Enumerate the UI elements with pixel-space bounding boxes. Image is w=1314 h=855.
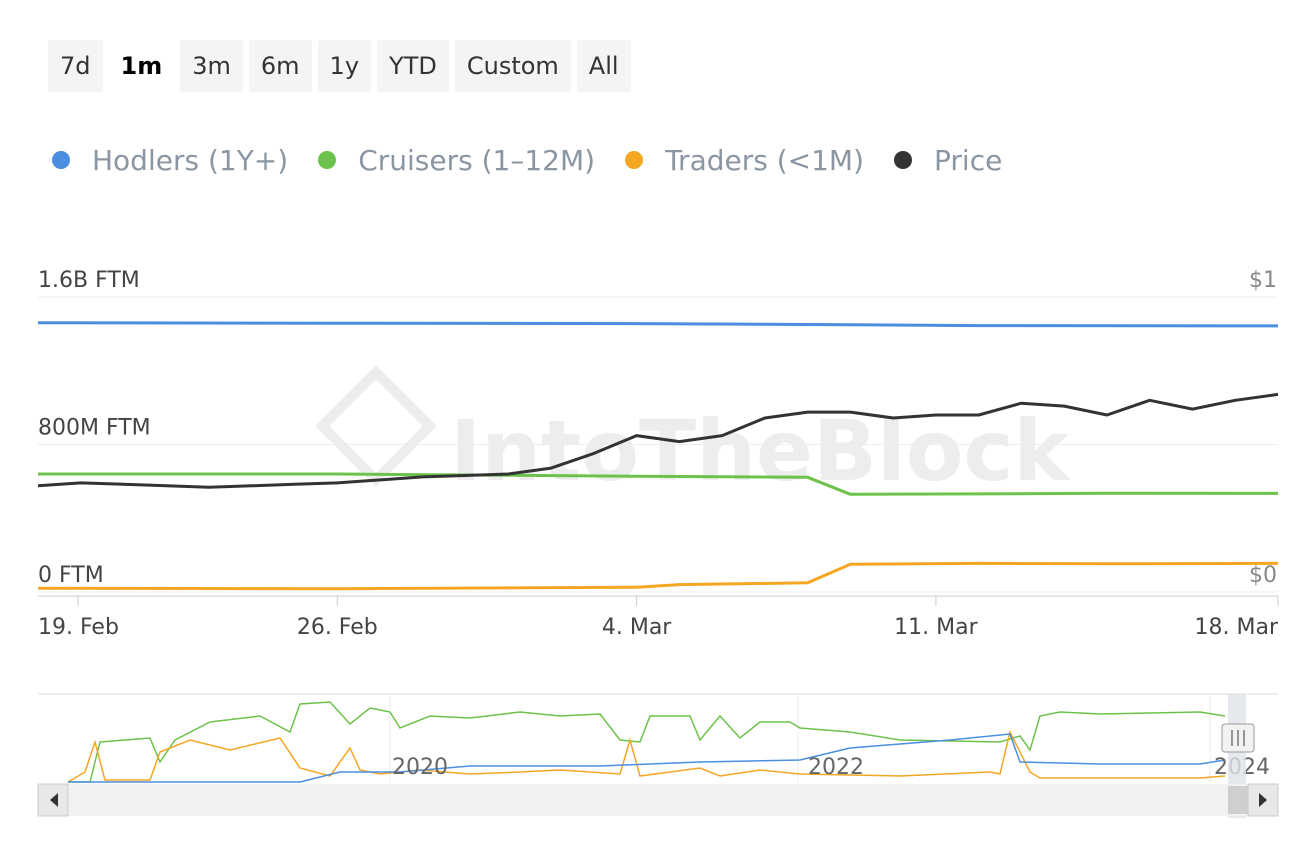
navigator-year-label: 2022 xyxy=(808,755,864,780)
legend-item-traders[interactable]: Traders (<1M) xyxy=(625,144,864,177)
legend-label-traders: Traders (<1M) xyxy=(665,143,865,177)
x-axis-tick-label: 18. Mar xyxy=(1195,615,1279,640)
navigator-line-traders xyxy=(67,729,1226,783)
navigator-handle[interactable] xyxy=(1221,723,1255,753)
x-axis-tick-label: 4. Mar xyxy=(602,615,672,640)
navigator-line-hodlers xyxy=(68,733,1226,783)
legend-label-cruisers: Cruisers (1–12M) xyxy=(358,143,596,177)
legend-marker-traders xyxy=(625,151,644,169)
scrollbar-track xyxy=(38,784,1278,816)
navigator-line-cruisers xyxy=(68,701,1226,783)
scroll-left-button[interactable] xyxy=(37,783,69,817)
y-axis-right-tick: $1 xyxy=(1249,268,1277,293)
y-axis-left-tick: 1.6B FTM xyxy=(38,268,140,293)
scroll-right-button[interactable] xyxy=(1247,783,1279,817)
legend-item-hodlers[interactable]: Hodlers (1Y+) xyxy=(52,144,288,177)
range-button-1m[interactable]: 1m xyxy=(108,40,175,92)
legend-marker-price xyxy=(894,151,913,169)
chart-legend: Hodlers (1Y+) Cruisers (1–12M) Traders (… xyxy=(52,138,1032,182)
range-button-7d[interactable]: 7d xyxy=(48,40,103,92)
watermark-text: IntoTheBlock xyxy=(450,402,1071,500)
legend-marker-hodlers xyxy=(52,151,70,169)
range-button-6m[interactable]: 6m xyxy=(248,40,312,92)
range-button-3m[interactable]: 3m xyxy=(180,40,243,92)
legend-label-hodlers: Hodlers (1Y+) xyxy=(92,143,289,177)
x-axis-tick-label: 11. Mar xyxy=(894,615,978,640)
series-line-traders xyxy=(37,561,1279,591)
chevron-right-icon xyxy=(1259,793,1267,807)
x-axis-tick-label: 19. Feb xyxy=(38,615,119,640)
y-axis-left-tick: 800M FTM xyxy=(38,416,151,441)
legend-item-price[interactable]: Price xyxy=(894,144,1002,177)
x-axis-tick-label: 26. Feb xyxy=(297,615,378,640)
range-button-all[interactable]: All xyxy=(576,40,631,92)
range-button-ytd[interactable]: YTD xyxy=(377,40,449,92)
series-line-price xyxy=(37,392,1279,489)
scrollbar-thumb[interactable] xyxy=(1228,786,1248,814)
y-axis-right-tick: $0 xyxy=(1249,563,1277,588)
watermark-logo-icon xyxy=(315,365,437,487)
chevron-left-icon xyxy=(50,793,58,807)
series-line-hodlers xyxy=(37,321,1278,328)
range-button-1y[interactable]: 1y xyxy=(317,40,372,92)
series-line-cruisers xyxy=(38,472,1279,496)
legend-item-cruisers[interactable]: Cruisers (1–12M) xyxy=(318,144,595,177)
legend-label-price: Price xyxy=(934,143,1003,177)
navigator-year-label: 2020 xyxy=(392,755,448,780)
y-axis-left-tick: 0 FTM xyxy=(38,563,104,588)
range-button-custom[interactable]: Custom xyxy=(454,40,571,92)
time-range-selector: 7d 1m 3m 6m 1y YTD Custom All xyxy=(48,40,631,92)
legend-marker-cruisers xyxy=(318,151,337,169)
